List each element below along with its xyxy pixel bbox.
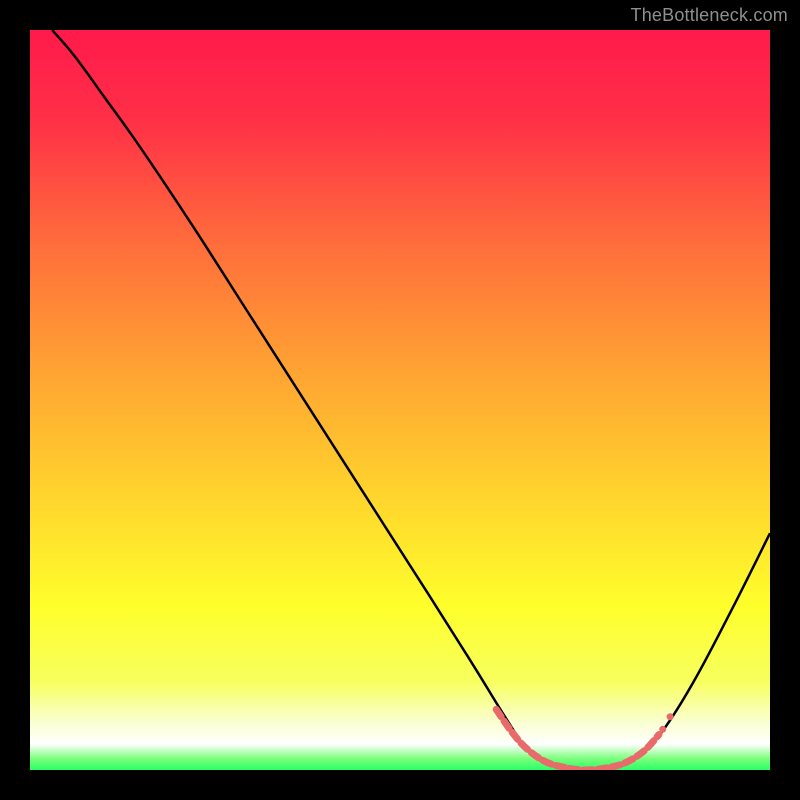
optimal-range-band: [496, 709, 659, 770]
optimal-dot: [659, 726, 666, 733]
curves-svg: [30, 30, 770, 770]
chart-container: TheBottleneck.com: [0, 0, 800, 800]
plot-area: [30, 30, 770, 770]
attribution-label: TheBottleneck.com: [631, 5, 788, 25]
optimal-dot: [667, 713, 674, 720]
bottleneck-curve: [52, 30, 770, 770]
top-bar: TheBottleneck.com: [0, 0, 800, 30]
